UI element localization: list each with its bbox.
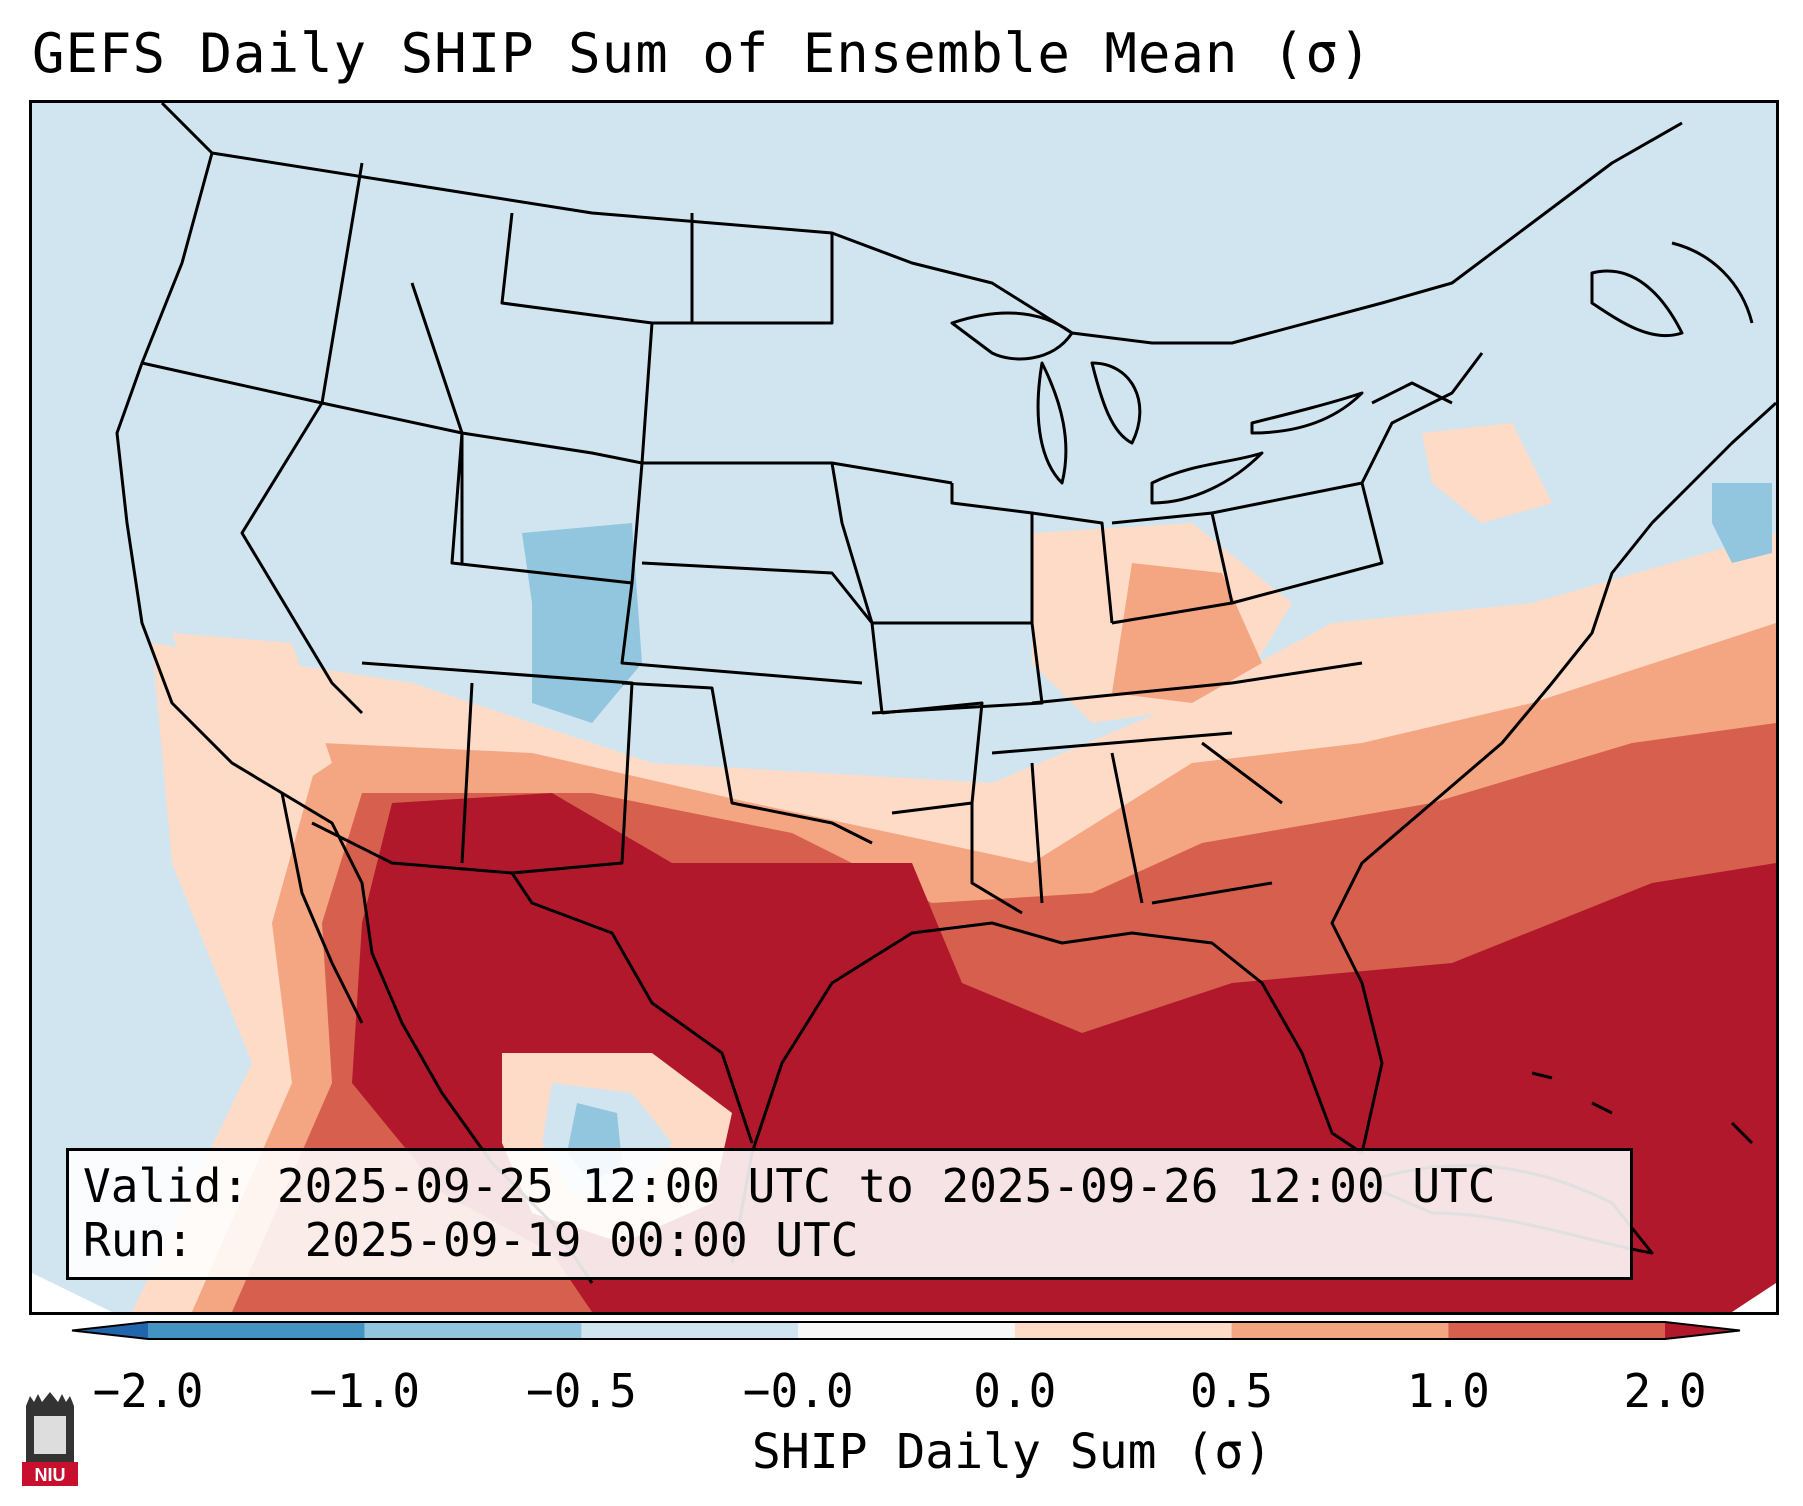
colorbar-bin [1665,1322,1740,1339]
colorbar-tick-label: 0.0 [973,1364,1057,1418]
valid-value: 2025-09-25 12:00 UTC to 2025-09-26 12:00… [276,1159,1496,1213]
colorbar-tick-label: −0.5 [526,1364,637,1418]
colorbar-tick-label: 2.0 [1623,1364,1707,1418]
colorbar-bin [798,1322,1015,1339]
valid-label: Valid: [83,1159,250,1213]
colorbar-bin [148,1322,365,1339]
colorbar-bins [71,1321,1741,1340]
colorbar [71,1321,1741,1340]
map-title: GEFS Daily SHIP Sum of Ensemble Mean (σ) [32,22,1373,85]
run-value: 2025-09-19 00:00 UTC [304,1213,859,1267]
colorbar-tick-label: −2.0 [92,1364,204,1418]
colorbar-bin [364,1322,582,1339]
colorbar-tick-label: 0.5 [1190,1364,1274,1418]
boundaries [115,103,1776,1284]
colorbar-label: SHIP Daily Sum (σ) [751,1424,1273,1480]
niu-logo: NIU [22,1392,78,1486]
colorbar-tick-label: −0.0 [742,1364,854,1418]
validity-info-box: Valid: 2025-09-25 12:00 UTC to 2025-09-2… [66,1148,1633,1280]
svg-text:NIU: NIU [35,1465,66,1485]
map-panel [29,100,1779,1315]
colorbar-outline [71,1321,1741,1340]
colorbar-bin [72,1322,148,1339]
colorbar-bin [1231,1322,1449,1339]
colorbar-bin [1448,1322,1665,1339]
colorbar-tick-label: −1.0 [309,1364,421,1418]
colorbar-tick-label: 1.0 [1406,1364,1490,1418]
colorbar-bin [581,1322,799,1339]
run-label: Run: [83,1213,194,1267]
colorbar-bin [1014,1322,1232,1339]
